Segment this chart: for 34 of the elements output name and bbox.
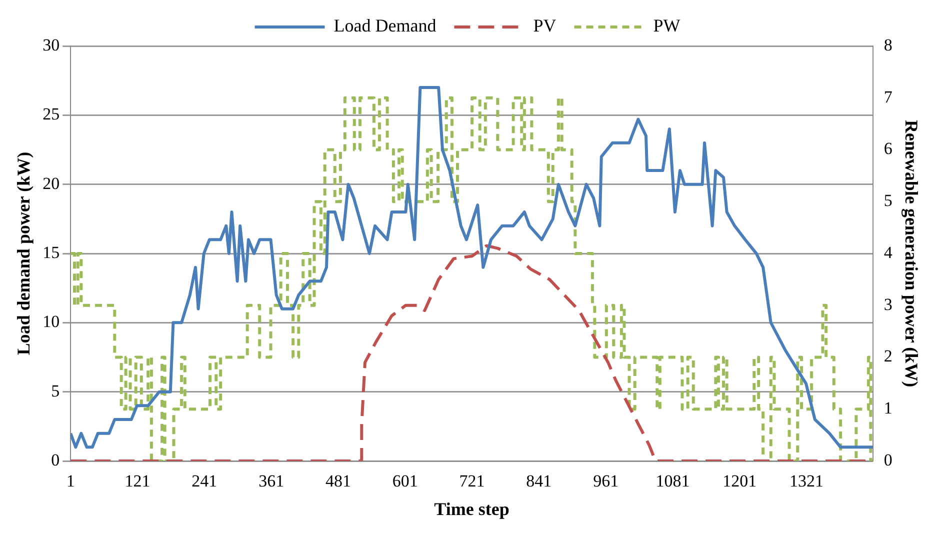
x-tick-label: 1201 — [722, 472, 757, 491]
y2-tick-label: 8 — [884, 35, 892, 54]
y-tick-label: 15 — [42, 242, 60, 262]
y2-tick-label: 0 — [884, 450, 892, 470]
y2-tick-label: 6 — [884, 139, 892, 158]
y-tick-label: 10 — [42, 312, 60, 332]
y-tick-label: 20 — [42, 174, 60, 193]
y2-tick-label: 3 — [884, 294, 892, 314]
y2-tick-label: 7 — [884, 87, 893, 106]
x-tick-label: 241 — [192, 472, 218, 491]
x-axis-title: Time step — [434, 498, 510, 519]
x-tick-label: 721 — [459, 472, 485, 491]
y-tick-label: 30 — [42, 35, 60, 54]
x-tick-label: 841 — [526, 472, 552, 491]
y2-tick-label: 5 — [884, 191, 892, 210]
y-axis-title: Load demand power (kW) — [13, 152, 34, 356]
x-tick-label: 1321 — [790, 472, 824, 491]
legend-label: PV — [533, 16, 556, 36]
y-tick-label: 5 — [51, 381, 60, 400]
x-tick-label: 481 — [325, 472, 351, 491]
legend-label: Load Demand — [334, 16, 436, 36]
y2-tick-label: 2 — [884, 346, 892, 366]
x-tick-label: 1 — [66, 472, 75, 491]
x-tick-label: 961 — [593, 472, 619, 491]
x-tick-label: 121 — [124, 472, 150, 491]
y2-axis-title: Renewable generation power (kW) — [902, 120, 922, 388]
legend-label: PW — [653, 16, 680, 36]
x-tick-label: 601 — [392, 472, 418, 491]
x-tick-label: 361 — [258, 472, 284, 491]
y-tick-label: 0 — [51, 450, 60, 470]
y-tick-label: 25 — [42, 104, 60, 124]
y2-tick-label: 1 — [884, 398, 892, 418]
x-tick-label: 1081 — [656, 472, 690, 491]
y2-tick-label: 4 — [884, 242, 893, 262]
